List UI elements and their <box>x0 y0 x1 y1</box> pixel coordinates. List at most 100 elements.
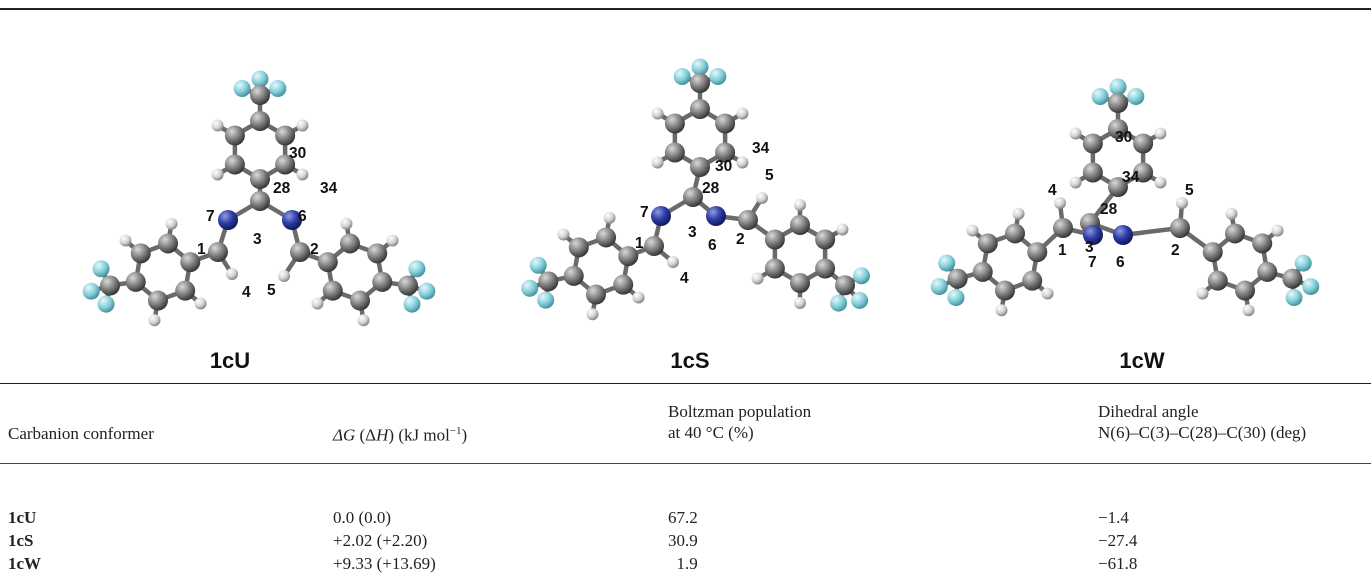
table-top-rule <box>0 383 1371 385</box>
carbon-atom <box>690 99 710 119</box>
carbon-atom <box>563 265 584 286</box>
carbon-atom <box>290 242 310 262</box>
hydrogen-atom <box>794 199 806 211</box>
molecule-1cS: 7 6 1 3 2 28 30 34 4 5 <box>521 58 870 321</box>
atom-number-label: 7 <box>206 208 215 225</box>
carbon-atom <box>397 275 418 296</box>
nitrogen-atom <box>282 210 302 230</box>
atom-number-label: 2 <box>310 241 319 258</box>
carbon-atom <box>644 236 664 256</box>
fluorine-atom <box>1285 289 1303 307</box>
carbon-atom <box>1282 268 1303 289</box>
carbon-atom <box>815 258 836 279</box>
carbon-atom <box>224 125 245 146</box>
carbon-atom <box>596 227 617 248</box>
carbon-atom <box>1207 270 1228 291</box>
hydrogen-atom <box>756 192 768 204</box>
carbon-atom <box>972 261 993 282</box>
hydrogen-atom <box>651 156 664 169</box>
carbon-atom <box>1170 218 1190 238</box>
hydrogen-atom <box>632 291 645 304</box>
fluorine-atom <box>97 295 115 313</box>
hydrogen-atom <box>211 119 224 132</box>
header-dihedral: Dihedral angle N(6)–C(3)–C(28)–C(30) (de… <box>1098 401 1306 443</box>
hydrogen-atom <box>1154 127 1167 140</box>
carbon-atom <box>1027 242 1048 263</box>
carbon-atom <box>764 258 785 279</box>
carbon-atom <box>683 187 703 207</box>
row-population: 1.9 <box>668 554 698 573</box>
hydrogen-atom <box>386 234 399 247</box>
carbon-atom <box>994 280 1015 301</box>
carbon-atom <box>275 154 296 175</box>
hydrogen-atom <box>340 217 353 230</box>
row-dihedral: −61.8 <box>1098 554 1138 573</box>
hydrogen-atom <box>1271 224 1284 237</box>
hydrogen-atom <box>226 268 238 280</box>
fluorine-atom <box>1294 254 1312 272</box>
row-conformer: 1cS <box>8 531 34 550</box>
hydrogen-atom <box>1069 127 1082 140</box>
hydrogen-atom <box>836 223 849 236</box>
table-header-rule <box>0 463 1371 464</box>
hydrogen-atom <box>1041 287 1054 300</box>
carbon-atom <box>1133 162 1154 183</box>
fluorine-atom <box>938 254 956 272</box>
hydrogen-atom <box>357 314 370 327</box>
hydrogen-atom <box>1196 287 1209 300</box>
carbon-atom <box>100 275 121 296</box>
hydrogen-atom <box>667 256 679 268</box>
nitrogen-atom <box>1083 225 1103 245</box>
atom-number-label: 5 <box>765 167 774 184</box>
row-delta-g: +9.33 (+13.69) <box>333 554 436 573</box>
hydrogen-atom <box>296 168 309 181</box>
carbon-atom <box>1053 218 1073 238</box>
carbon-atom <box>568 237 589 258</box>
carbon-atom <box>664 142 685 163</box>
nitrogen-atom <box>651 206 671 226</box>
carbon-atom <box>1108 177 1128 197</box>
hydrogen-atom <box>736 107 749 120</box>
fluorine-atom <box>529 256 547 274</box>
fluorine-atom <box>830 294 848 312</box>
carbon-atom <box>947 268 968 289</box>
carbon-atom <box>322 280 343 301</box>
carbon-atom <box>1022 270 1043 291</box>
header-population: Boltzman population at 40 °C (%) <box>668 401 811 443</box>
carbon-atom <box>130 243 151 264</box>
carbon-atom <box>1252 233 1273 254</box>
carbon-atom <box>317 252 338 273</box>
atom-number-label: 30 <box>1115 129 1132 146</box>
atom-number-label: 4 <box>242 284 251 301</box>
fluorine-atom <box>947 289 965 307</box>
atom-number-label: 28 <box>273 180 291 197</box>
atom-number-label: 6 <box>298 208 307 225</box>
carbon-atom <box>1082 162 1103 183</box>
atom-number-label: 2 <box>736 231 745 248</box>
carbon-atom <box>275 125 296 146</box>
atom-number-label: 30 <box>715 158 732 175</box>
carbon-atom <box>250 85 270 105</box>
row-population: 30.9 <box>668 531 698 550</box>
row-delta-g: 0.0 (0.0) <box>333 508 392 527</box>
carbon-atom <box>250 169 270 189</box>
fluorine-atom <box>691 58 709 76</box>
atom-number-label: 6 <box>1116 254 1125 271</box>
atom-number-label: 34 <box>752 140 770 157</box>
carbon-atom <box>1235 280 1256 301</box>
conformer-label-1cU: 1cU <box>210 348 250 373</box>
carbon-atom <box>585 284 606 305</box>
atom-number-label: 28 <box>702 180 720 197</box>
atom-number-label: 1 <box>635 235 644 252</box>
carbon-atom <box>224 154 245 175</box>
hydrogen-atom <box>995 304 1008 317</box>
carbon-atom <box>538 271 559 292</box>
hydrogen-atom <box>794 297 806 309</box>
row-conformer: 1cU <box>8 508 37 527</box>
carbon-atom <box>175 280 196 301</box>
atom-number-label: 3 <box>253 231 262 248</box>
carbon-atom <box>158 233 179 254</box>
hydrogen-atom <box>1054 197 1066 209</box>
molecule-1cW: 7 6 1 3 2 28 30 34 4 5 <box>930 78 1320 317</box>
